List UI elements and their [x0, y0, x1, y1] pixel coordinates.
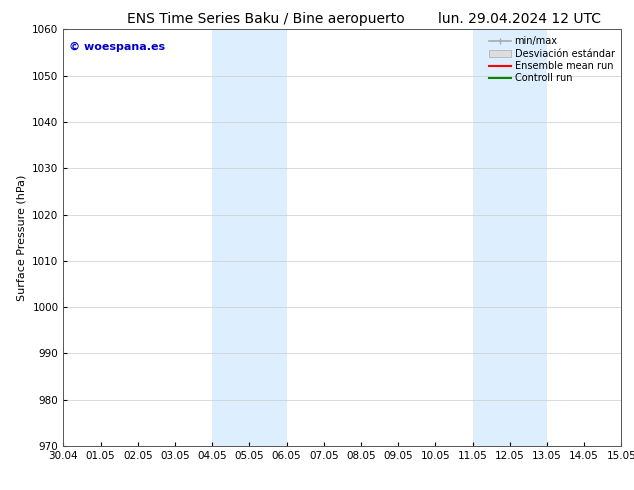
Bar	[212, 29, 287, 446]
Text: ENS Time Series Baku / Bine aeropuerto: ENS Time Series Baku / Bine aeropuerto	[127, 12, 405, 26]
Legend: min/max, Desviación estándar, Ensemble mean run, Controll run: min/max, Desviación estándar, Ensemble m…	[488, 34, 616, 85]
Text: lun. 29.04.2024 12 UTC: lun. 29.04.2024 12 UTC	[438, 12, 602, 26]
Text: © woespana.es: © woespana.es	[69, 42, 165, 52]
Bar	[472, 29, 547, 446]
Y-axis label: Surface Pressure (hPa): Surface Pressure (hPa)	[16, 174, 27, 301]
